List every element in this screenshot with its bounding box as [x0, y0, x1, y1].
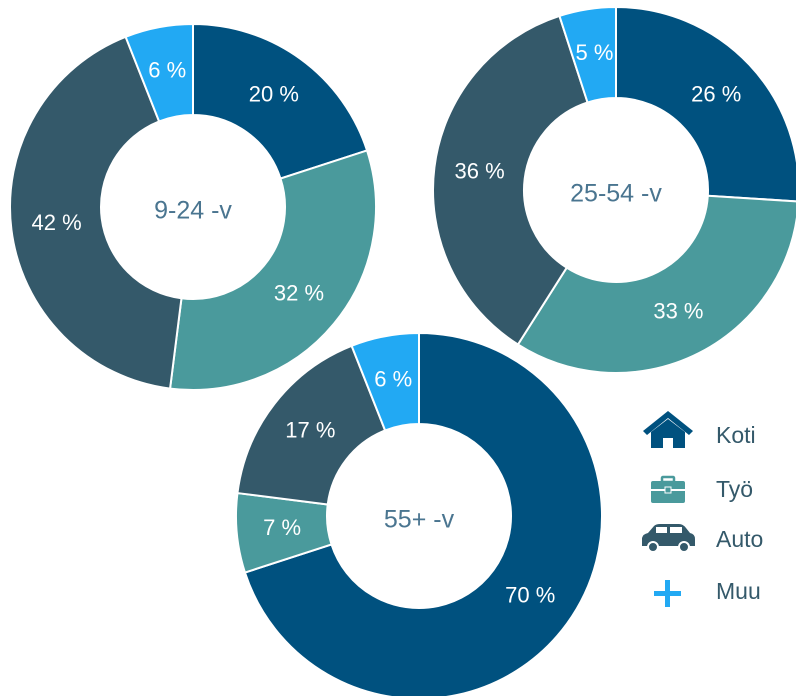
donut-slice [350, 331, 420, 432]
value-label: 7 % [263, 515, 301, 540]
donut: 26 % 33 % 36 % 5 % 25-54 -v [432, 5, 796, 374]
value-label: 26 % [691, 82, 741, 107]
value-label: 6 % [148, 58, 186, 83]
legend-icon-briefcase [651, 475, 685, 503]
value-label: 17 % [285, 418, 335, 443]
value-label: 42 % [32, 210, 82, 235]
donut-slice [558, 5, 617, 104]
donut-slice [236, 344, 387, 506]
value-label: 70 % [505, 583, 555, 608]
legend-label: Muu [716, 578, 761, 604]
value-label: 5 % [576, 40, 614, 65]
legend-label: Auto [716, 526, 763, 552]
donut-slice [243, 331, 603, 696]
value-label: 6 % [374, 367, 412, 392]
center-label: 25-54 -v [570, 180, 662, 208]
center-label: 55+ -v [384, 506, 455, 534]
value-label: 20 % [249, 82, 299, 107]
donut-slice [432, 14, 589, 346]
donut-slice [124, 22, 194, 123]
donut: 70 % 7 % 17 % 6 % 55+ -v [235, 331, 603, 696]
legend: Koti Työ Auto Muu [642, 411, 763, 607]
value-label: 33 % [653, 298, 703, 323]
legend-label: Työ [716, 476, 753, 502]
legend-label: Koti [716, 422, 756, 448]
donut-slice [192, 22, 369, 180]
donut-slice [615, 5, 796, 203]
donut-slice [168, 149, 377, 391]
value-label: 32 % [274, 280, 324, 305]
donut-slice [9, 35, 183, 390]
donut-slice [516, 194, 796, 374]
legend-icon-home [643, 411, 693, 448]
center-label: 9-24 -v [154, 197, 232, 225]
legend-icon-plus [654, 580, 681, 607]
legend-icon-car [642, 524, 695, 553]
value-label: 36 % [455, 159, 505, 184]
donut: 20 % 32 % 42 % 6 % 9-24 -v [9, 22, 377, 391]
